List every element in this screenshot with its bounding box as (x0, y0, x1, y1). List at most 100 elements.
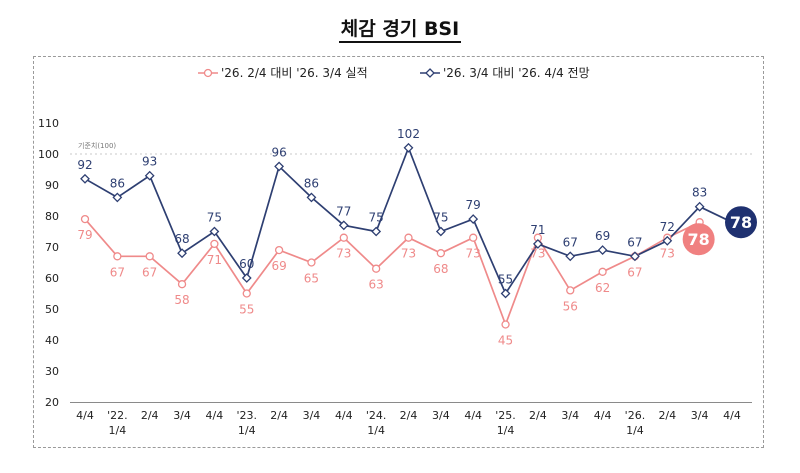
data-label: 73 (336, 247, 351, 261)
data-label: 67 (563, 235, 578, 249)
data-point-diamond (694, 201, 705, 212)
data-point-diamond (80, 173, 90, 184)
data-label: 55 (239, 303, 254, 317)
data-point-diamond (597, 245, 608, 256)
data-point-circle (210, 239, 219, 249)
data-point-diamond (209, 226, 220, 237)
data-label: 73 (401, 247, 416, 261)
data-point-diamond (630, 251, 640, 262)
data-point-diamond (112, 192, 123, 203)
x-tick-label: 2/4 (270, 409, 288, 422)
data-point-circle (501, 320, 510, 329)
highlight-bubble (682, 223, 715, 256)
data-label: 79 (466, 198, 481, 212)
x-tick-label: 4/4 (723, 409, 741, 422)
data-label: 63 (369, 278, 384, 292)
highlight-markers: 78 78 (682, 206, 757, 256)
data-point-diamond (338, 220, 349, 231)
data-point-diamond (532, 238, 543, 249)
y-tick-label: 60 (45, 272, 59, 285)
data-label: 73 (466, 247, 481, 261)
x-tick-label: 1/4 (626, 424, 644, 437)
data-label: 67 (627, 265, 642, 279)
data-label: 75 (433, 211, 448, 225)
data-point-diamond (403, 142, 414, 153)
x-tick-label: 1/4 (238, 424, 256, 437)
data-label: 73 (660, 247, 675, 261)
data-label: 73 (530, 247, 545, 261)
y-axis: 20 30 40 50 60 70 80 90 100 110 (38, 117, 59, 409)
y-tick-label: 110 (38, 117, 59, 130)
x-tick-label: '22. (107, 409, 128, 422)
data-point-circle (436, 249, 446, 258)
data-label: 67 (142, 265, 157, 279)
data-point-diamond (144, 170, 155, 181)
data-point-diamond (177, 248, 187, 259)
data-label: 68 (174, 232, 189, 246)
data-point-circle (274, 245, 284, 255)
data-point-circle (371, 264, 381, 273)
x-axis: 4/4 '22. 1/4 2/4 3/4 4/4 '23. 1/4 2/4 3/4 4/4 '24. 1… (70, 402, 752, 437)
series-line (84, 218, 701, 327)
data-label: 102 (397, 127, 420, 141)
reference-line-label: 기준치(100) (78, 141, 116, 150)
data-point-circle (80, 214, 90, 224)
data-point-circle (404, 233, 413, 242)
y-tick-label: 20 (45, 396, 59, 409)
y-tick-label: 100 (38, 148, 59, 161)
data-point-circle (242, 289, 251, 298)
data-label: 86 (110, 176, 125, 190)
data-point-circle (113, 252, 122, 261)
x-tick-label: 3/4 (561, 409, 579, 422)
x-tick-label: '25. (495, 409, 516, 422)
data-label: 67 (110, 265, 125, 279)
x-tick-label: 1/4 (108, 424, 126, 437)
data-label: 75 (369, 211, 384, 225)
x-tick-label: 4/4 (206, 409, 224, 422)
data-point-circle (566, 286, 575, 295)
x-tick-label: 4/4 (594, 409, 612, 422)
data-point-diamond (241, 273, 252, 283)
data-label: 69 (271, 259, 286, 273)
data-point-circle (145, 252, 154, 261)
data-label: 56 (563, 299, 578, 313)
y-tick-label: 50 (45, 303, 59, 316)
x-tick-label: 4/4 (76, 409, 94, 422)
legend-label: '26. 3/4 대비 '26. 4/4 전망 (443, 66, 590, 80)
chart-legend: '26. 2/4 대비 '26. 3/4 실적 '26. 3/4 대비 '26. … (198, 66, 590, 80)
legend-marker-circle (203, 68, 213, 78)
x-tick-label: 2/4 (529, 409, 547, 422)
y-tick-label: 40 (45, 334, 59, 347)
data-point-diamond (662, 235, 673, 246)
x-tick-label: 3/4 (691, 409, 709, 422)
data-label: 62 (595, 281, 610, 295)
highlight-bubble (725, 206, 757, 239)
data-label: 75 (207, 211, 222, 225)
x-tick-label: 2/4 (658, 409, 676, 422)
data-point-diamond (468, 214, 479, 225)
data-label: 60 (239, 257, 254, 271)
x-tick-label: 3/4 (303, 409, 321, 422)
data-point-circle (598, 267, 607, 276)
data-point-diamond (500, 288, 511, 299)
data-point-circle (177, 280, 187, 289)
data-label: 72 (660, 220, 675, 234)
data-label: 65 (304, 272, 319, 286)
data-point-diamond (306, 192, 317, 203)
x-tick-label: '23. (236, 409, 257, 422)
data-label: 92 (77, 158, 92, 172)
data-label: 68 (433, 262, 448, 276)
x-tick-label: 4/4 (464, 409, 482, 422)
data-label: 71 (207, 253, 222, 267)
legend-marker-diamond (425, 68, 435, 78)
data-label: 77 (336, 204, 351, 218)
data-point-diamond (274, 161, 285, 172)
x-tick-label: '26. (625, 409, 646, 422)
x-tick-label: 1/4 (497, 424, 515, 437)
data-point-circle (339, 233, 348, 242)
data-label: 79 (77, 228, 92, 242)
data-point-diamond (435, 226, 446, 237)
y-tick-label: 70 (45, 241, 59, 254)
data-label: 55 (498, 273, 513, 287)
data-label: 58 (174, 293, 189, 307)
